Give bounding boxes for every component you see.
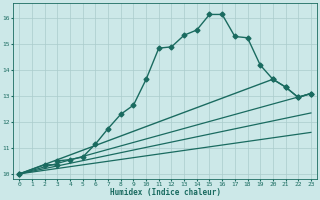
X-axis label: Humidex (Indice chaleur): Humidex (Indice chaleur) <box>110 188 220 197</box>
